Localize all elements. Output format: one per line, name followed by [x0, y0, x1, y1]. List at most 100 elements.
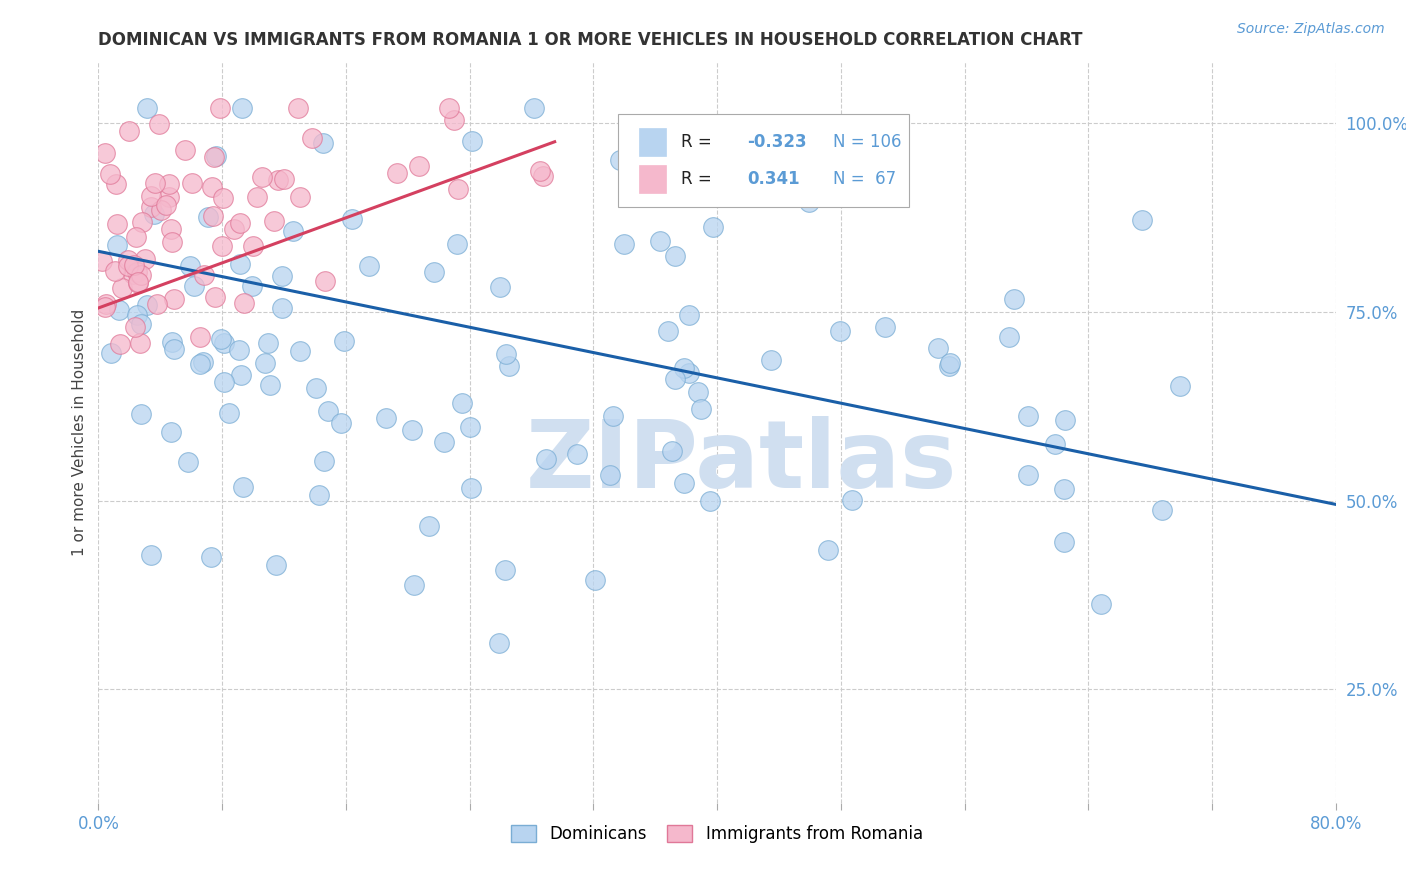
Point — [998, 330, 1021, 344]
Point — [661, 443, 683, 458]
Point — [287, 101, 309, 115]
Point — [385, 166, 408, 180]
Text: -0.323: -0.323 — [747, 133, 807, 151]
Point — [408, 159, 430, 173]
Text: ZIPatlas: ZIPatlas — [526, 417, 957, 508]
Point — [218, 406, 240, 420]
Point — [139, 188, 162, 202]
Point — [209, 101, 232, 115]
Point — [1004, 292, 1026, 306]
Point — [173, 143, 195, 157]
Point — [90, 253, 112, 268]
Point — [402, 577, 425, 591]
Point — [1168, 379, 1191, 393]
Point — [267, 172, 290, 186]
Point — [375, 411, 398, 425]
Y-axis label: 1 or more Vehicles in Household: 1 or more Vehicles in Household — [72, 309, 87, 557]
Point — [127, 275, 149, 289]
FancyBboxPatch shape — [619, 114, 908, 207]
Point — [460, 481, 482, 495]
Point — [183, 278, 205, 293]
Point — [229, 216, 252, 230]
Point — [423, 265, 446, 279]
Point — [125, 230, 148, 244]
Point — [488, 636, 510, 650]
Point — [498, 359, 520, 373]
Point — [188, 330, 211, 344]
Point — [211, 239, 233, 253]
Point — [290, 343, 312, 358]
Point — [301, 131, 323, 145]
Point — [160, 335, 183, 350]
Text: R =: R = — [681, 169, 711, 187]
Point — [105, 238, 128, 252]
Point — [118, 124, 141, 138]
Point — [107, 217, 129, 231]
Point — [157, 177, 180, 191]
Point — [699, 494, 721, 508]
Point — [201, 209, 224, 223]
Point — [678, 366, 700, 380]
Point — [231, 101, 253, 115]
Point — [1017, 409, 1039, 423]
Point — [224, 222, 246, 236]
Point — [111, 281, 134, 295]
Point — [305, 381, 328, 395]
Point — [193, 268, 215, 282]
Point — [200, 550, 222, 565]
Point — [94, 297, 117, 311]
Point — [191, 355, 214, 369]
Point — [212, 375, 235, 389]
Point — [938, 359, 960, 373]
Point — [443, 112, 465, 127]
Point — [129, 318, 152, 332]
Text: DOMINICAN VS IMMIGRANTS FROM ROMANIA 1 OR MORE VEHICLES IN HOUSEHOLD CORRELATION: DOMINICAN VS IMMIGRANTS FROM ROMANIA 1 O… — [98, 31, 1083, 49]
Point — [127, 265, 149, 279]
Point — [875, 319, 897, 334]
Point — [197, 210, 219, 224]
Point — [159, 222, 181, 236]
Point — [98, 168, 121, 182]
Point — [127, 277, 149, 291]
Point — [939, 356, 962, 370]
Point — [229, 257, 252, 271]
Point — [447, 182, 470, 196]
Point — [127, 308, 149, 322]
Point — [149, 202, 172, 217]
Point — [108, 303, 131, 318]
Point — [204, 290, 226, 304]
Point — [117, 253, 139, 268]
Point — [657, 324, 679, 338]
Point — [1130, 213, 1153, 227]
Point — [450, 396, 472, 410]
Point — [1053, 413, 1076, 427]
Point — [664, 372, 686, 386]
Point — [312, 454, 335, 468]
Point — [129, 268, 152, 282]
Point — [602, 409, 624, 423]
Point — [202, 150, 225, 164]
Point — [141, 200, 163, 214]
Point — [228, 343, 250, 357]
Point — [529, 163, 551, 178]
Point — [599, 468, 621, 483]
Point — [673, 475, 696, 490]
Point — [188, 358, 211, 372]
Point — [117, 259, 139, 273]
Point — [104, 264, 127, 278]
Point — [439, 101, 461, 115]
Legend: Dominicans, Immigrants from Romania: Dominicans, Immigrants from Romania — [505, 819, 929, 850]
Point — [201, 180, 224, 194]
Bar — [640, 128, 666, 156]
Point — [817, 543, 839, 558]
Point — [122, 267, 145, 281]
Text: Source: ZipAtlas.com: Source: ZipAtlas.com — [1237, 22, 1385, 37]
Point — [1152, 503, 1174, 517]
Bar — [640, 165, 666, 193]
Point — [333, 334, 356, 348]
Point — [264, 558, 287, 573]
Point — [110, 337, 132, 351]
Point — [94, 146, 117, 161]
Point — [460, 134, 482, 148]
Point — [124, 319, 146, 334]
